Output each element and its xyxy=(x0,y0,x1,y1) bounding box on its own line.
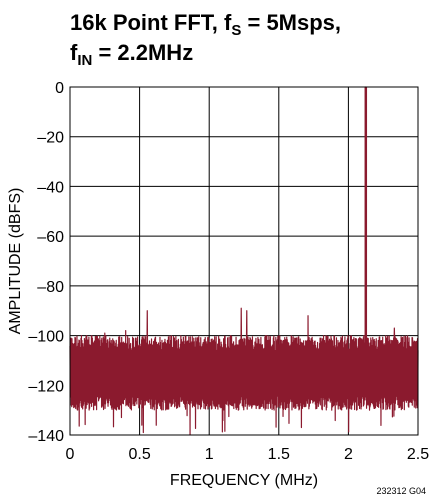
chart-title-line-1: 16k Point FFT, fS = 5Msps, xyxy=(70,10,341,39)
x-tick-label: 2 xyxy=(344,446,353,463)
fft-trace xyxy=(69,86,419,436)
y-tick-label: 0 xyxy=(55,80,64,97)
x-axis-label: FREQUENCY (MHz) xyxy=(170,472,318,489)
figure-footnote: 232312 G04 xyxy=(376,486,426,496)
y-tick-label: –80 xyxy=(37,279,64,296)
x-tick-labels: 0 0.5 1 1.5 2 2.5 xyxy=(66,446,430,463)
y-tick-label: –120 xyxy=(28,378,64,395)
y-axis-label: AMPLITUDE (dBFS) xyxy=(7,188,24,335)
chart-title-line-2: fIN = 2.2MHz xyxy=(70,40,193,69)
y-tick-label: –60 xyxy=(37,229,64,246)
plot-frame xyxy=(69,86,419,436)
y-tick-label: –20 xyxy=(37,130,64,147)
y-tick-label: –140 xyxy=(28,428,64,445)
fft-series-line xyxy=(69,86,419,436)
y-tick-label: –100 xyxy=(28,329,64,346)
y-tick-label: –40 xyxy=(37,179,64,196)
y-tick-labels: 0 –20 –40 –60 –80 –100 –120 –140 xyxy=(28,80,64,445)
x-tick-label: 1.5 xyxy=(268,446,290,463)
x-tick-label: 2.5 xyxy=(407,446,429,463)
x-tick-label: 1 xyxy=(205,446,214,463)
x-tick-label: 0 xyxy=(66,446,75,463)
x-tick-label: 0.5 xyxy=(128,446,150,463)
